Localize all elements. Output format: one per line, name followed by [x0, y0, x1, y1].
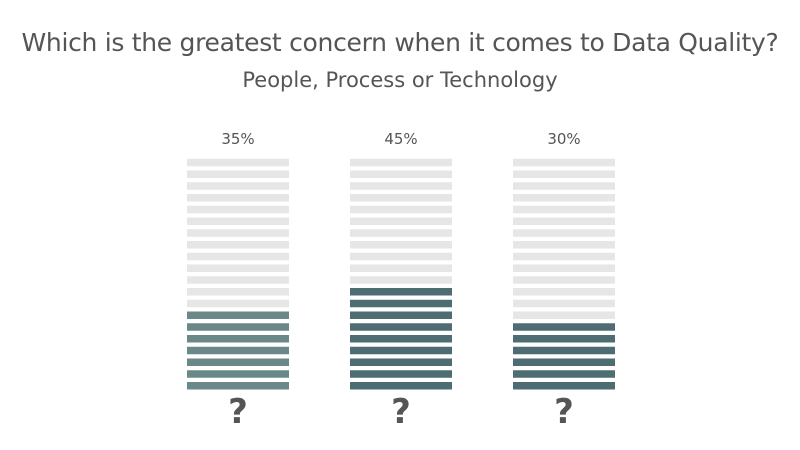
bar-segment-empty [350, 182, 452, 190]
bar-segment-empty [350, 217, 452, 225]
bar-segment-empty [187, 194, 289, 202]
bar-segment-empty [187, 299, 289, 308]
bar-segment-empty [513, 182, 615, 190]
bar-segment-empty [187, 217, 289, 225]
bar-segment-empty [513, 276, 615, 284]
bar-segment-empty [350, 205, 452, 214]
bar-segment-empty [513, 299, 615, 308]
bar-segment-empty [187, 205, 289, 214]
bar-segment-empty [187, 170, 289, 178]
bar-segment-filled [187, 323, 289, 331]
category-label: ? [554, 392, 574, 432]
bar-segment-empty [187, 288, 289, 296]
value-label: 45% [384, 130, 417, 148]
bar-segment-empty [350, 229, 452, 237]
bar-column-2 [350, 158, 452, 390]
bar-segment-empty [350, 252, 452, 261]
bar-segment-filled [513, 346, 615, 355]
bar-segment-empty [513, 311, 615, 319]
bar-segment-empty [350, 276, 452, 284]
bar-segment-filled [350, 288, 452, 296]
bar-segment-empty [513, 288, 615, 296]
bar-segment-filled [513, 335, 615, 343]
bar-segment-empty [513, 217, 615, 225]
bar-segment-empty [513, 264, 615, 272]
bar-segment-empty [187, 264, 289, 272]
bar-segment-empty [187, 252, 289, 261]
bar-segment-filled [513, 358, 615, 366]
bar-segment-empty [513, 170, 615, 178]
bar-segment-filled [187, 358, 289, 366]
bar-segment-filled [513, 370, 615, 378]
bar-segment-empty [513, 158, 615, 167]
bar-segment-empty [350, 241, 452, 249]
bar-segment-filled [187, 370, 289, 378]
bar-segment-empty [350, 170, 452, 178]
bar-segment-filled [513, 323, 615, 331]
bar-segment-empty [513, 252, 615, 261]
bar-segment-empty [513, 194, 615, 202]
bar-segment-empty [187, 229, 289, 237]
bar-segment-filled [350, 346, 452, 355]
bar-segment-filled [350, 358, 452, 366]
chart-title: Which is the greatest concern when it co… [21, 28, 779, 57]
bar-segment-empty [513, 205, 615, 214]
bar-segment-empty [187, 276, 289, 284]
bar-segment-empty [187, 241, 289, 249]
bar-segment-empty [350, 158, 452, 167]
bar-segment-filled [187, 382, 289, 390]
bar-segment-filled [350, 335, 452, 343]
bar-segment-filled [350, 370, 452, 378]
bar-segment-filled [187, 311, 289, 319]
bar-segment-empty [513, 241, 615, 249]
bar-segment-empty [187, 182, 289, 190]
bar-column-3 [513, 158, 615, 390]
bar-segment-filled [350, 311, 452, 319]
bar-segment-filled [513, 382, 615, 390]
bar-segment-filled [187, 346, 289, 355]
bar-segment-filled [187, 335, 289, 343]
chart-subtitle: People, Process or Technology [242, 68, 558, 92]
bar-segment-empty [187, 158, 289, 167]
category-label: ? [391, 392, 411, 432]
bar-segment-filled [350, 382, 452, 390]
bar-column-1 [187, 158, 289, 390]
value-label: 30% [547, 130, 580, 148]
category-label: ? [228, 392, 248, 432]
bar-segment-filled [350, 299, 452, 308]
bar-segment-filled [350, 323, 452, 331]
bar-segment-empty [350, 194, 452, 202]
bar-segment-empty [513, 229, 615, 237]
value-label: 35% [221, 130, 254, 148]
bar-segment-empty [350, 264, 452, 272]
